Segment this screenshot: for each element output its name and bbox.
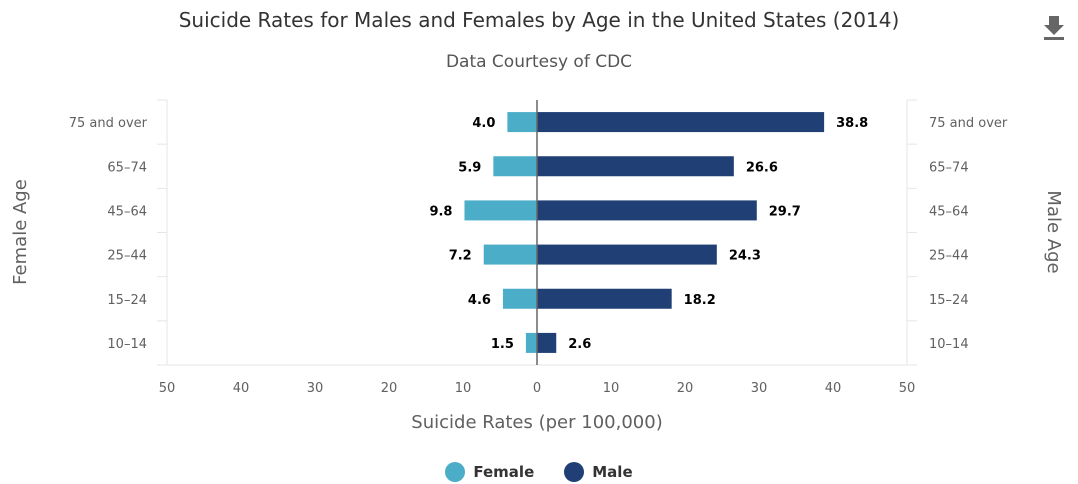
female-bar	[502, 288, 537, 309]
female-bar	[507, 112, 537, 133]
legend-male-label: Male	[592, 463, 633, 481]
male-bar	[537, 288, 672, 309]
x-tick-label: 40	[233, 381, 250, 396]
male-bar	[537, 156, 734, 177]
male-data-label: 18.2	[684, 293, 716, 308]
x-tick-label: 10	[603, 381, 620, 396]
male-bar	[537, 200, 757, 221]
x-tick-label: 20	[677, 381, 694, 396]
left-category-label: 65–74	[107, 160, 147, 175]
female-data-label: 4.0	[472, 116, 495, 131]
female-data-label: 1.5	[491, 337, 514, 352]
male-data-label: 2.6	[568, 337, 591, 352]
download-icon[interactable]	[1040, 12, 1068, 42]
x-tick-label: 50	[899, 381, 916, 396]
male-data-label: 38.8	[836, 116, 868, 131]
left-axis-title: Female Age	[10, 179, 31, 285]
female-data-label: 5.9	[458, 160, 481, 175]
left-category-label: 45–64	[107, 204, 147, 219]
x-tick-label: 50	[159, 381, 176, 396]
female-bar	[483, 244, 537, 265]
female-data-label: 4.6	[468, 293, 491, 308]
legend-item-male[interactable]: Male	[564, 462, 633, 482]
left-category-label: 15–24	[107, 293, 147, 308]
right-category-label: 25–44	[929, 249, 969, 264]
chart-title: Suicide Rates for Males and Females by A…	[178, 8, 900, 32]
right-category-label: 65–74	[929, 160, 969, 175]
right-category-label: 75 and over	[929, 116, 1008, 131]
x-axis-title: Suicide Rates (per 100,000)	[411, 412, 662, 433]
female-data-label: 9.8	[429, 204, 452, 219]
x-tick-label: 0	[533, 381, 541, 396]
male-data-label: 26.6	[746, 160, 778, 175]
legend-female-marker	[445, 462, 466, 482]
left-category-label: 10–14	[107, 337, 147, 352]
x-tick-label: 30	[307, 381, 324, 396]
right-category-label: 45–64	[929, 204, 969, 219]
right-category-label: 15–24	[929, 293, 969, 308]
female-bar	[525, 332, 537, 353]
right-axis-title: Male Age	[1043, 190, 1064, 273]
male-bar	[537, 112, 825, 133]
female-bar	[493, 156, 537, 177]
left-category-label: 75 and over	[69, 116, 148, 131]
male-bar	[537, 332, 557, 353]
chart-subtitle: Data Courtesy of CDC	[445, 52, 633, 72]
pyramid-chart: 75 and over 75 and over 65–74 65–74 45–64 45–…	[10, 99, 1064, 433]
legend-female-label: Female	[473, 463, 535, 481]
male-data-label: 29.7	[769, 204, 801, 219]
male-bar	[537, 244, 717, 265]
legend: Female Male	[0, 460, 1078, 484]
x-tick-label: 20	[381, 381, 398, 396]
male-data-label: 24.3	[729, 249, 761, 264]
female-data-label: 7.2	[449, 249, 472, 264]
left-category-label: 25–44	[107, 249, 147, 264]
female-bar	[464, 200, 537, 221]
x-tick-label: 40	[825, 381, 842, 396]
legend-male-marker	[564, 462, 585, 482]
legend-item-female[interactable]: Female	[445, 462, 534, 482]
right-category-label: 10–14	[929, 337, 969, 352]
x-tick-label: 30	[751, 381, 768, 396]
x-tick-label: 10	[455, 381, 472, 396]
